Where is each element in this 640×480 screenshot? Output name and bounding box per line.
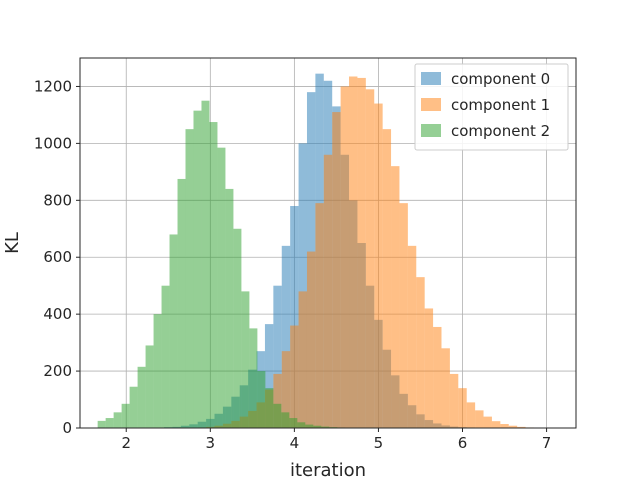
x-tick-label: 5 xyxy=(374,434,384,452)
histogram-bar xyxy=(458,388,467,428)
x-tick-label: 4 xyxy=(290,434,300,452)
histogram-bar xyxy=(305,424,314,428)
histogram-bar xyxy=(298,143,307,428)
histogram-bar xyxy=(265,388,274,428)
histogram-bar xyxy=(313,425,322,428)
histogram-bar xyxy=(374,103,383,429)
histogram-bar xyxy=(433,326,442,428)
histogram-bar xyxy=(332,112,341,429)
histogram-bar xyxy=(475,410,484,428)
x-tick-label: 6 xyxy=(458,434,468,452)
histogram-bar xyxy=(129,386,138,428)
legend-swatch xyxy=(421,98,441,111)
histogram-bar xyxy=(416,277,425,428)
y-tick-label: 1000 xyxy=(34,134,72,152)
histogram-bar xyxy=(306,251,316,428)
legend: component 0 component 1 component 2 xyxy=(414,63,569,151)
x-tick-label: 7 xyxy=(542,434,552,452)
series-1-bars xyxy=(197,76,560,429)
histogram-bar xyxy=(424,308,434,428)
histogram-bar xyxy=(153,314,162,428)
histogram-bar xyxy=(321,426,330,428)
histogram-bar xyxy=(449,373,459,428)
histogram-bar xyxy=(517,426,526,428)
histogram-bar xyxy=(508,425,518,428)
y-tick-label: 600 xyxy=(43,248,72,266)
histogram-bar xyxy=(201,100,210,428)
histogram-bar xyxy=(365,89,375,429)
legend-swatch xyxy=(421,124,441,137)
histogram-bar xyxy=(121,403,130,428)
histogram-bar xyxy=(177,178,186,428)
histogram-bar xyxy=(491,421,501,428)
y-tick-label: 800 xyxy=(43,191,72,209)
y-tick-label: 1200 xyxy=(34,77,72,95)
histogram-bar xyxy=(382,129,392,428)
histogram-bar xyxy=(137,366,146,428)
legend-label: component 1 xyxy=(451,96,550,114)
histogram-bar xyxy=(349,76,358,428)
histogram-bar xyxy=(298,291,307,428)
legend-box xyxy=(414,63,569,151)
histogram-bar xyxy=(257,371,266,428)
histogram-bar xyxy=(340,86,350,428)
y-tick-label: 400 xyxy=(43,305,72,323)
histogram-bar xyxy=(249,328,258,428)
histogram-bar xyxy=(357,77,366,428)
histogram-bar xyxy=(273,373,282,428)
histogram-bar xyxy=(315,203,324,428)
y-axis-title: KL xyxy=(2,232,23,254)
histogram-bar xyxy=(289,418,298,428)
histogram-bar xyxy=(281,351,291,428)
histogram-bar xyxy=(273,285,282,428)
legend-label: component 0 xyxy=(451,70,550,88)
histogram-bar xyxy=(281,412,290,428)
histogram-bar xyxy=(105,418,114,428)
histogram-bar xyxy=(161,285,170,428)
histogram-bar xyxy=(225,188,234,428)
histogram-bar xyxy=(264,324,274,428)
legend-items: component 0 component 1 component 2 xyxy=(421,70,550,140)
histogram-bar xyxy=(297,422,306,428)
histogram-bar xyxy=(323,154,333,428)
histogram-bar xyxy=(209,122,218,429)
histogram-bar xyxy=(483,416,492,428)
x-tick-label: 2 xyxy=(121,434,131,452)
histogram-bar xyxy=(441,348,450,428)
legend-swatch xyxy=(421,72,441,85)
histogram-bars xyxy=(97,73,560,429)
histogram-bar xyxy=(391,166,400,428)
histogram-bar xyxy=(241,291,250,428)
series-2-bars xyxy=(97,100,346,429)
axis-ticks: 2 3 4 5 6 7 0 200 400 600 800 1000 1200 xyxy=(34,77,552,452)
histogram-bar xyxy=(185,129,194,428)
histogram-bar xyxy=(500,424,509,428)
plot-frame xyxy=(79,57,577,429)
histogram-bar xyxy=(273,403,282,428)
histogram-bar xyxy=(466,402,476,428)
x-axis-title: iteration xyxy=(290,460,366,480)
legend-label: component 2 xyxy=(451,122,550,140)
histogram-bar xyxy=(193,110,202,429)
x-tick-label: 3 xyxy=(206,434,216,452)
histogram-bar xyxy=(97,420,106,428)
y-tick-label: 200 xyxy=(43,362,72,380)
histogram-bar xyxy=(233,228,242,428)
histogram-bar xyxy=(169,234,178,428)
histogram-bar xyxy=(145,345,154,428)
histogram-bar xyxy=(399,203,408,428)
y-tick-label: 0 xyxy=(62,419,72,437)
histogram-bar xyxy=(290,325,299,428)
histogram-bar xyxy=(290,206,299,428)
histogram-bar xyxy=(217,147,226,428)
histogram-bar xyxy=(407,245,417,428)
histogram-bar xyxy=(281,245,291,428)
histogram-bar xyxy=(113,412,122,428)
